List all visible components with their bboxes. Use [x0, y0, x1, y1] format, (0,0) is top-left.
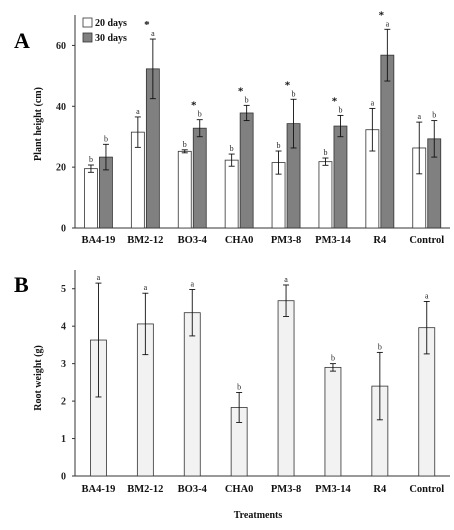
bar — [224, 159, 239, 229]
significance-letter: a — [284, 275, 288, 284]
significance-letter: a — [425, 291, 429, 300]
y-tick-label: 0 — [61, 472, 66, 483]
significance-letter: b — [277, 141, 281, 150]
panel-label-a: A — [14, 28, 30, 53]
x-tick-label: BA4-19 — [82, 484, 116, 495]
significance-star: * — [332, 95, 338, 107]
x-tick-label: CHA0 — [225, 235, 254, 246]
significance-letter: b — [183, 140, 187, 149]
significance-letter: b — [104, 134, 108, 143]
x-tick-label: R4 — [373, 235, 387, 246]
y-axis-label-a: Plant height (cm) — [33, 87, 44, 161]
x-tick-label: R4 — [373, 484, 387, 495]
significance-star: * — [191, 100, 197, 112]
x-tick-label: BO3-4 — [178, 235, 208, 246]
panel-label-b: B — [14, 272, 29, 297]
x-tick-label: BA4-19 — [82, 235, 116, 246]
x-tick-label: Control — [409, 484, 444, 495]
bar — [318, 161, 333, 229]
bar — [192, 127, 207, 229]
significance-letter: a — [371, 98, 375, 107]
significance-letter: b — [378, 342, 382, 351]
significance-letter: a — [136, 107, 140, 116]
legend-a: 20 days 30 days — [82, 17, 127, 44]
bar — [84, 168, 98, 229]
significance-star: * — [238, 85, 244, 97]
significance-letter: a — [97, 273, 101, 282]
x-tick-label: PM3-14 — [315, 235, 351, 246]
y-tick-label: 2 — [61, 397, 66, 408]
x-tick-label: BO3-4 — [178, 484, 208, 495]
significance-letter: b — [245, 95, 249, 104]
x-tick-label: BM2-12 — [127, 484, 163, 495]
y-tick-label: 3 — [61, 359, 66, 370]
chart-b-root-weight: B Root weight (g) Treatments 0 1 2 3 4 5 BA4-1… — [14, 270, 450, 521]
y-tick-label: 1 — [61, 434, 66, 445]
x-tick-label: BM2-12 — [127, 235, 163, 246]
significance-letter: b — [338, 105, 342, 114]
significance-letter: b — [323, 148, 327, 157]
y-axis-label-b: Root weight (g) — [33, 345, 44, 411]
x-tick-label: PM3-8 — [271, 235, 301, 246]
x-tick-label: Control — [409, 235, 444, 246]
significance-letter: b — [237, 382, 241, 391]
bar — [239, 112, 254, 229]
legend-label-30-days: 30 days — [95, 33, 127, 44]
y-tick-label: 4 — [61, 322, 66, 333]
chart-a-plant-height: A Plant height (cm) 20 days 30 days 0 20 4… — [14, 9, 450, 246]
legend-label-20-days: 20 days — [95, 18, 127, 29]
legend-swatch-30-days — [82, 32, 93, 43]
significance-star: * — [144, 19, 150, 31]
significance-letter: a — [417, 112, 421, 121]
bar — [333, 125, 348, 229]
y-tick-label: 60 — [56, 41, 66, 52]
bar — [324, 366, 342, 477]
legend-swatch-20-days — [82, 17, 93, 28]
significance-letter: b — [230, 144, 234, 153]
y-tick-label: 20 — [56, 163, 66, 174]
significance-letter: a — [144, 283, 148, 292]
bar — [183, 312, 201, 477]
bar — [177, 150, 192, 229]
x-tick-label: CHA0 — [225, 484, 254, 495]
significance-letter: b — [292, 89, 296, 98]
significance-letter: a — [151, 29, 155, 38]
x-tick-label: PM3-8 — [271, 484, 301, 495]
x-tick-label: PM3-14 — [315, 484, 351, 495]
significance-letter: a — [190, 279, 194, 288]
x-axis-label-b: Treatments — [234, 510, 283, 521]
y-tick-label: 0 — [61, 224, 66, 235]
significance-star: * — [379, 9, 385, 21]
significance-letter: b — [432, 111, 436, 120]
significance-letter: b — [89, 155, 93, 164]
bar — [277, 300, 295, 477]
significance-letter: b — [331, 354, 335, 363]
significance-star: * — [285, 79, 291, 91]
y-tick-label: 40 — [56, 102, 66, 113]
significance-letter: b — [198, 110, 202, 119]
y-tick-label: 5 — [61, 284, 66, 295]
significance-letter: a — [386, 19, 390, 28]
